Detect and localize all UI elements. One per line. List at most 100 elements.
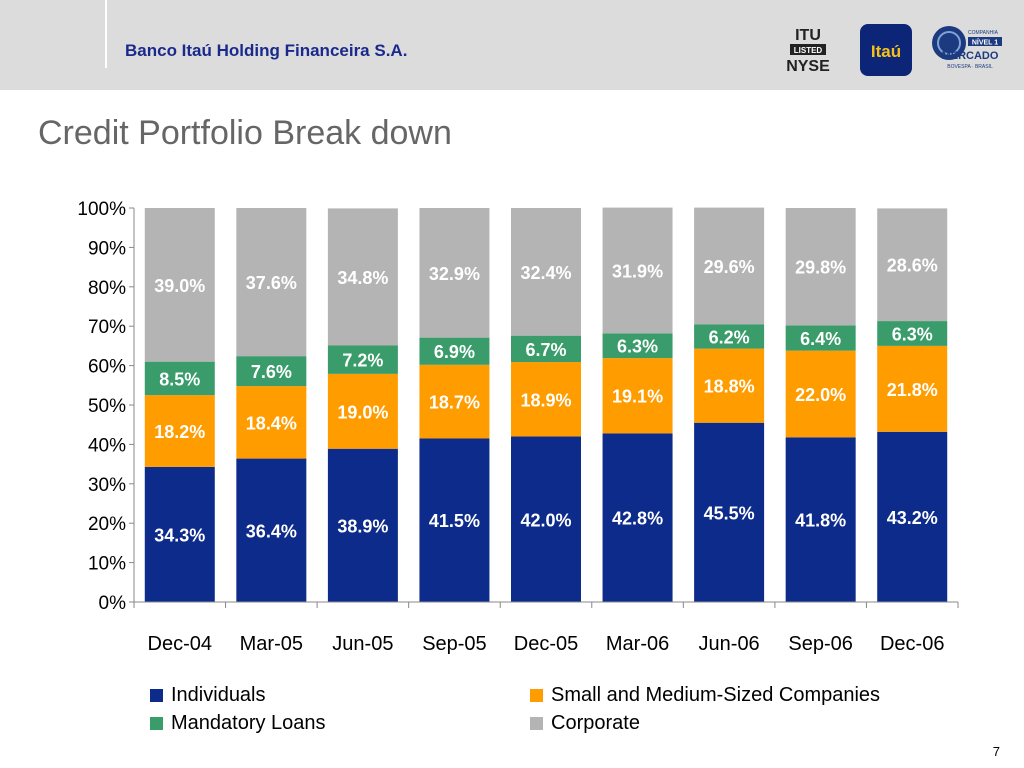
- x-tick-label: Mar-06: [606, 633, 669, 655]
- itau-logo: Itaú: [860, 24, 912, 76]
- x-tick-label: Dec-05: [514, 633, 578, 655]
- x-tick-label: Mar-05: [240, 633, 303, 655]
- header-divider: [105, 0, 107, 68]
- data-label: 18.2%: [154, 422, 205, 442]
- y-tick-label: 30%: [88, 475, 126, 496]
- y-tick-label: 100%: [77, 199, 126, 220]
- bar-segment: [419, 364, 490, 439]
- y-tick-label: 40%: [88, 435, 126, 456]
- bar-segment: [327, 373, 398, 449]
- x-tick-label: Jun-05: [332, 633, 393, 655]
- listed-text: LISTED: [794, 46, 823, 55]
- y-tick-label: 0%: [99, 593, 127, 614]
- logos: ITU LISTED NYSE Itaú COMPANHIA NÍVEL 1 M…: [786, 24, 1002, 76]
- bar-segment: [694, 324, 765, 349]
- bar-segment: [327, 448, 398, 602]
- bar-segment: [877, 431, 948, 602]
- legend-label-individuals: Individuals: [171, 684, 266, 706]
- bar-segment: [236, 458, 307, 602]
- bar-segment: [511, 335, 581, 363]
- data-label: 36.4%: [246, 521, 297, 541]
- x-tick-label: Dec-04: [148, 633, 212, 655]
- data-label: 38.9%: [337, 516, 388, 536]
- data-label: 41.5%: [429, 511, 480, 531]
- bar-segment: [511, 362, 581, 437]
- x-tick-label: Sep-05: [422, 633, 487, 655]
- bar-segment: [785, 350, 856, 438]
- mercado-text: MERCADO: [942, 50, 999, 62]
- data-label: 28.6%: [887, 256, 938, 276]
- y-tick-label: 20%: [88, 514, 126, 535]
- data-label: 22.0%: [795, 385, 846, 405]
- data-label: 19.0%: [337, 402, 388, 422]
- legend-item-mandatory-loans: Mandatory Loans: [150, 712, 326, 735]
- x-tick-label: Dec-06: [880, 633, 944, 655]
- nyse-text: NYSE: [786, 58, 830, 75]
- data-label: 39.0%: [154, 276, 205, 296]
- bar-segment: [419, 438, 490, 602]
- header-band: Banco Itaú Holding Financeira S.A. ITU L…: [0, 0, 1024, 90]
- data-label: 6.3%: [892, 324, 933, 344]
- itu-nyse-logo: ITU LISTED NYSE: [786, 27, 830, 75]
- y-tick-label: 10%: [88, 554, 126, 575]
- bar-segment: [602, 358, 673, 434]
- legend-swatch-small-medium: [530, 689, 543, 702]
- novo-mercado-logo: COMPANHIA NÍVEL 1 MERCADO BOVESPA · BRAS…: [932, 26, 1002, 70]
- bar-segment: [236, 356, 307, 387]
- data-label: 6.9%: [434, 342, 475, 362]
- y-tick-label: 90%: [88, 238, 126, 259]
- bar-segment: [877, 345, 948, 432]
- bovespa-text: BOVESPA · BRASIL: [947, 64, 993, 70]
- bar-segment: [785, 208, 856, 326]
- data-label: 18.4%: [246, 413, 297, 433]
- legend-swatch-individuals: [150, 689, 163, 702]
- data-label: 43.2%: [887, 508, 938, 528]
- y-tick-label: 80%: [88, 278, 126, 299]
- bar-segment: [144, 466, 215, 602]
- data-label: 34.8%: [337, 268, 388, 288]
- legend-label-corporate: Corporate: [551, 712, 640, 734]
- legend-item-corporate: Corporate: [530, 712, 640, 735]
- data-label: 37.6%: [246, 273, 297, 293]
- company-name: Banco Itaú Holding Financeira S.A.: [125, 41, 408, 60]
- data-label: 18.7%: [429, 393, 480, 413]
- bar-segment: [602, 433, 673, 602]
- data-label: 42.0%: [520, 510, 571, 530]
- page-number: 7: [992, 744, 1000, 759]
- data-label: 18.8%: [704, 377, 755, 397]
- legend-item-small-medium: Small and Medium-Sized Companies: [530, 684, 880, 707]
- data-label: 19.1%: [612, 387, 663, 407]
- data-label: 6.4%: [800, 329, 841, 349]
- bar-segment: [877, 321, 948, 346]
- data-label: 41.8%: [795, 511, 846, 531]
- bar-segment: [785, 325, 856, 351]
- bar-segment: [602, 333, 673, 359]
- bar-segment: [511, 436, 581, 602]
- data-label: 34.3%: [154, 525, 205, 545]
- data-label: 29.6%: [704, 257, 755, 277]
- legend-swatch-corporate: [530, 717, 543, 730]
- nivel-small-text: COMPANHIA: [968, 30, 999, 36]
- itu-text: ITU: [795, 27, 821, 44]
- data-label: 6.7%: [525, 340, 566, 360]
- data-label: 8.5%: [159, 369, 200, 389]
- data-label: 7.6%: [251, 362, 292, 382]
- bar-segment: [511, 208, 581, 336]
- data-label: 45.5%: [704, 503, 755, 523]
- legend-swatch-mandatory-loans: [150, 717, 163, 730]
- bar-segment: [327, 345, 398, 374]
- data-label: 32.4%: [520, 263, 571, 283]
- bar-segment: [144, 395, 215, 467]
- stacked-bar-chart: 34.3% 18.2% 8.5% 39.0% 36.4% 18.4% 7.6% 37.6% 38…: [77, 199, 959, 655]
- data-label: 6.3%: [617, 337, 658, 357]
- x-tick-label: Sep-06: [788, 633, 853, 655]
- bar-segment: [327, 208, 398, 346]
- y-tick-label: 60%: [88, 357, 126, 378]
- data-label: 31.9%: [612, 261, 663, 281]
- slide-title: Credit Portfolio Break down: [38, 114, 452, 152]
- bar-segment: [144, 361, 215, 396]
- legend-label-small-medium: Small and Medium-Sized Companies: [551, 684, 881, 706]
- data-label: 18.9%: [520, 390, 571, 410]
- data-label: 6.2%: [709, 327, 750, 347]
- bar-segment: [877, 208, 948, 322]
